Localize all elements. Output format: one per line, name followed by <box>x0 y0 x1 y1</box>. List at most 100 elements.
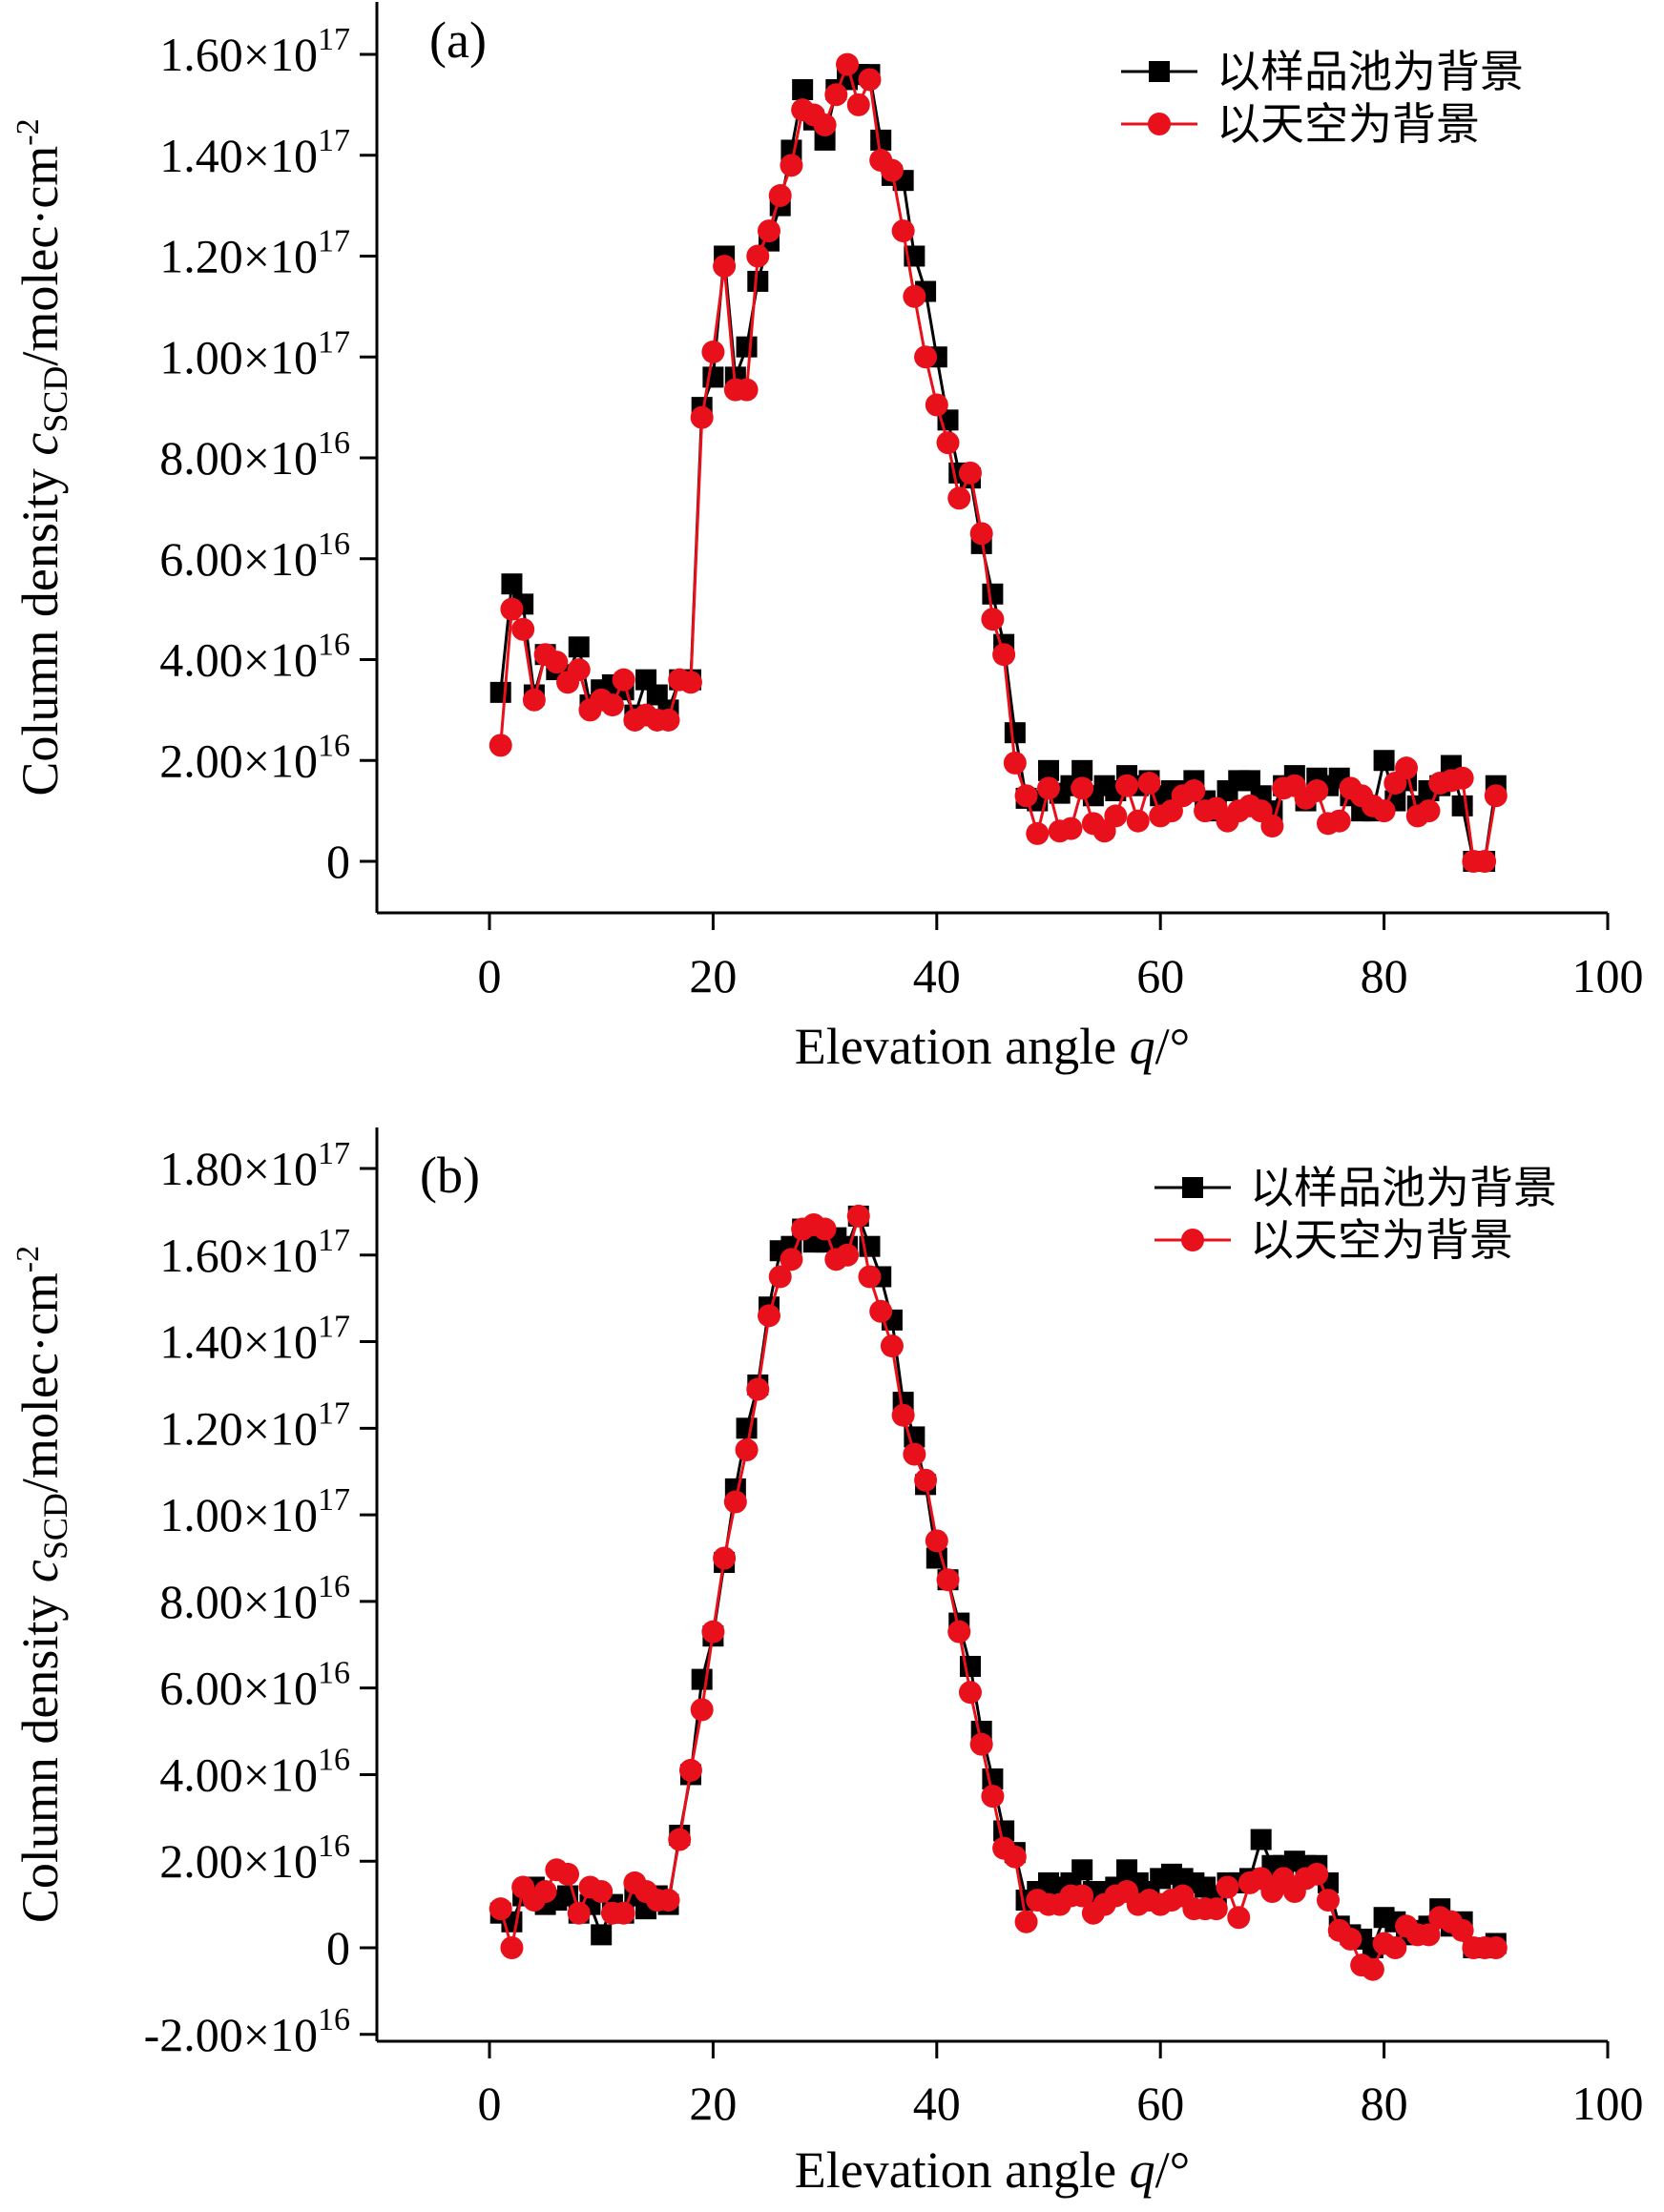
data-point <box>567 1901 591 1925</box>
y-tick-label-mantissa: 0 <box>326 1921 350 1974</box>
data-point <box>701 1620 725 1643</box>
data-point <box>489 681 511 703</box>
data-point <box>969 522 993 546</box>
data-point <box>590 1879 614 1903</box>
y-tick-label-mantissa: 1.00×10 <box>159 1488 318 1541</box>
y-tick-label-mantissa: 1.80×10 <box>159 1142 318 1195</box>
data-point <box>1327 809 1351 833</box>
data-point <box>1071 776 1094 800</box>
data-point <box>735 1438 759 1462</box>
y-tick-label-exponent: 16 <box>318 425 350 461</box>
data-point <box>947 1620 971 1643</box>
x-axis-title-variable: q <box>1130 1018 1155 1075</box>
data-point <box>1305 778 1329 802</box>
data-point <box>836 52 860 76</box>
y-axis-title-variable: c <box>11 1560 69 1582</box>
y-tick-label-mantissa: -2.00×10 <box>144 2008 318 2061</box>
y-tick-label-exponent: 17 <box>318 22 350 57</box>
y-tick-label-mantissa: 1.60×10 <box>159 1229 318 1282</box>
x-tick-label: 60 <box>1136 949 1184 1003</box>
x-tick-label: 0 <box>478 2077 502 2130</box>
data-point <box>846 1204 870 1228</box>
series-sky <box>489 52 1508 873</box>
series-sky <box>489 1204 1508 1981</box>
data-point <box>992 643 1016 667</box>
data-point <box>891 219 915 243</box>
data-point <box>747 270 769 292</box>
y-axis-title-text: Column density <box>11 456 69 796</box>
data-point <box>1126 809 1150 833</box>
series-line <box>499 59 1498 863</box>
y-tick-label: 8.00×1016 <box>159 425 350 485</box>
data-point <box>1339 1927 1362 1951</box>
data-point <box>1317 1889 1340 1912</box>
data-point <box>489 1897 512 1921</box>
y-tick-label: 0 <box>326 1921 350 1974</box>
data-point <box>1383 1936 1407 1959</box>
y-tick-label-mantissa: 8.00×10 <box>159 431 318 485</box>
y-tick-label-mantissa: 1.60×10 <box>159 28 318 81</box>
data-point <box>880 158 904 182</box>
data-point <box>656 708 680 732</box>
x-axis-title: Elevation angle q/° <box>795 2141 1190 2199</box>
x-tick-label: 60 <box>1136 2077 1184 2130</box>
y-tick-label-mantissa: 6.00×10 <box>159 532 318 586</box>
data-point <box>600 693 624 717</box>
series-sample-cell <box>489 64 1507 872</box>
y-tick-label-mantissa: 4.00×10 <box>159 633 318 687</box>
panel-a: 02.00×10164.00×10166.00×10168.00×10161.0… <box>10 2 1644 1075</box>
x-axis-title-text: Elevation angle <box>795 1018 1130 1075</box>
y-tick-label-mantissa: 2.00×10 <box>159 1834 318 1888</box>
y-tick-label: 0 <box>326 835 350 888</box>
data-point <box>723 1490 747 1514</box>
y-tick-label: 1.00×1017 <box>159 1482 350 1541</box>
panel-label: (b) <box>420 1147 480 1204</box>
y-tick-label: -2.00×1016 <box>144 2002 350 2061</box>
data-point <box>1037 776 1060 800</box>
legend-marker-circle <box>1181 1229 1204 1251</box>
data-point <box>500 597 524 621</box>
data-point <box>735 378 759 402</box>
x-axis-title-unit: /° <box>1155 1018 1191 1075</box>
data-point <box>880 1334 904 1358</box>
data-point <box>846 93 870 116</box>
data-point <box>1071 759 1093 781</box>
data-point <box>556 1862 580 1886</box>
y-axis-title: Column density cSCD/molec·cm-2 <box>10 118 74 796</box>
x-tick-label: 80 <box>1361 949 1408 1003</box>
y-tick-label-exponent: 17 <box>318 324 350 360</box>
y-tick-label: 1.00×1017 <box>159 324 350 383</box>
data-point <box>1004 722 1026 744</box>
data-point <box>914 1468 938 1492</box>
y-tick-label: 1.20×1017 <box>159 224 350 283</box>
data-point <box>1182 778 1206 802</box>
data-point <box>903 284 926 308</box>
y-tick-label: 4.00×1016 <box>159 628 350 687</box>
data-point <box>702 366 724 388</box>
data-point <box>870 129 892 151</box>
y-tick-label: 1.40×1017 <box>159 123 350 182</box>
data-point <box>925 393 948 417</box>
data-point <box>1484 784 1508 808</box>
data-point <box>1014 1910 1038 1933</box>
data-point <box>891 1403 915 1427</box>
x-axis-title: Elevation angle q/° <box>795 1018 1190 1075</box>
data-point <box>958 461 982 485</box>
y-tick-label-exponent: 17 <box>318 1223 350 1258</box>
data-point <box>1484 1936 1508 1959</box>
y-tick-label-exponent: 16 <box>318 728 350 763</box>
panel-label: (a) <box>429 11 487 69</box>
y-axis-title-superscript: -2 <box>10 1246 46 1272</box>
data-point <box>981 608 1005 631</box>
data-point <box>936 1568 960 1592</box>
data-point <box>1014 784 1038 808</box>
y-axis-title-subscript: SCD <box>36 366 74 433</box>
data-point <box>501 573 523 595</box>
data-point <box>780 154 803 177</box>
y-tick-label-exponent: 16 <box>318 527 350 562</box>
y-tick-label-mantissa: 0 <box>326 835 350 888</box>
y-tick-label: 1.60×1017 <box>159 22 350 81</box>
data-point <box>1473 850 1497 873</box>
